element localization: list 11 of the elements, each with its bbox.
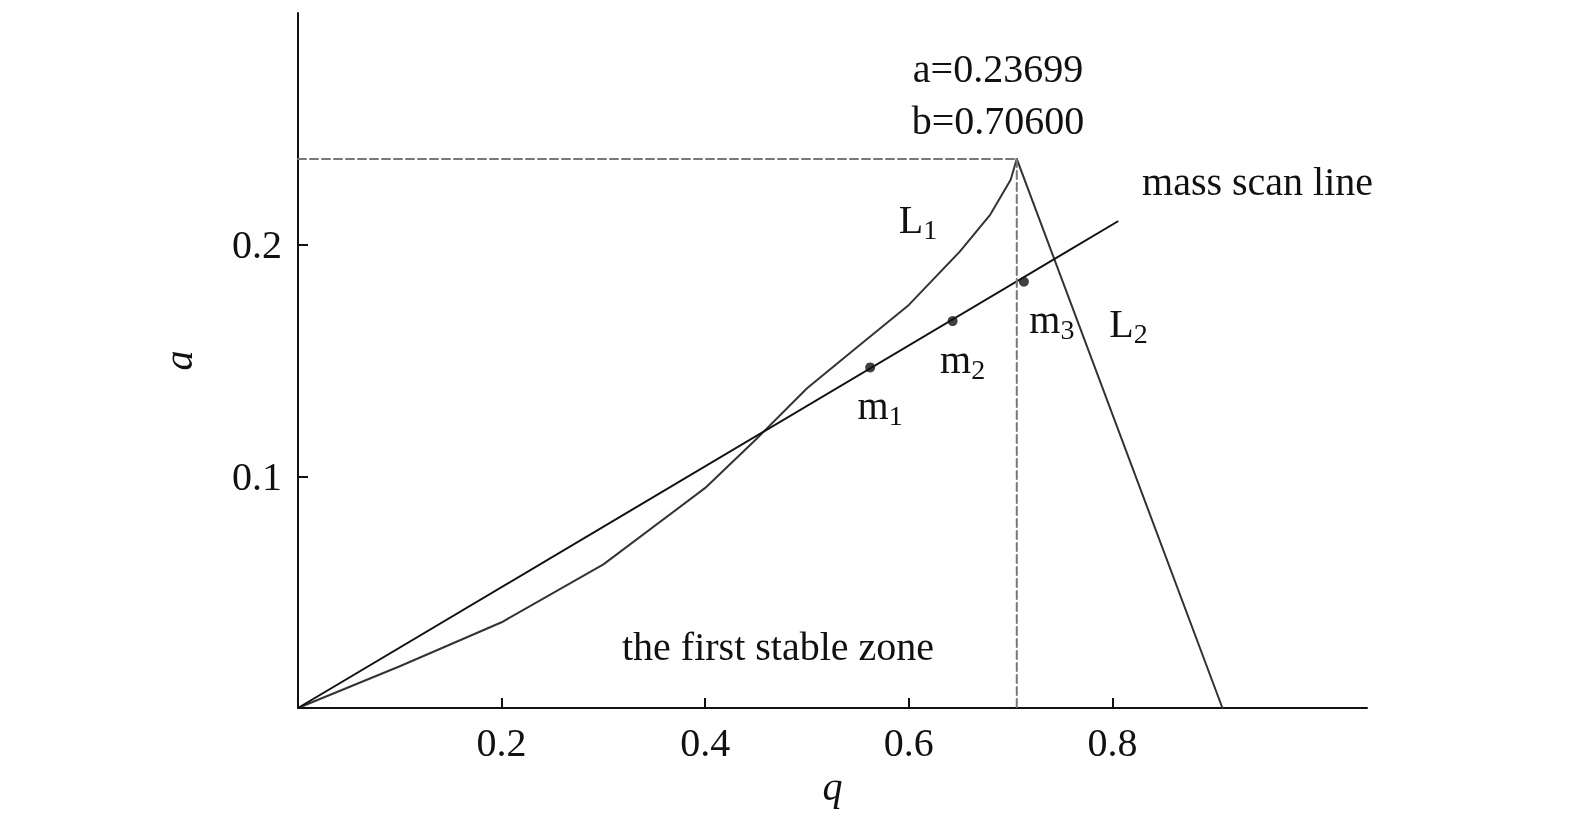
x-tick-label: 0.6 (883, 719, 934, 765)
x-tick-label: 0.4 (680, 719, 731, 765)
y-tick-label: 0.1 (232, 453, 282, 499)
y-axis-title: a (155, 350, 201, 371)
annotation: a=0.23699 (912, 45, 1084, 91)
x-tick-label: 0.2 (476, 719, 527, 765)
x-tick-label: 0.8 (1087, 719, 1138, 765)
x-axis-title: q (822, 764, 843, 810)
series-label: mass scan line (1142, 159, 1374, 204)
annotation: b=0.70600 (911, 97, 1085, 143)
annotation: the first stable zone (621, 623, 935, 669)
